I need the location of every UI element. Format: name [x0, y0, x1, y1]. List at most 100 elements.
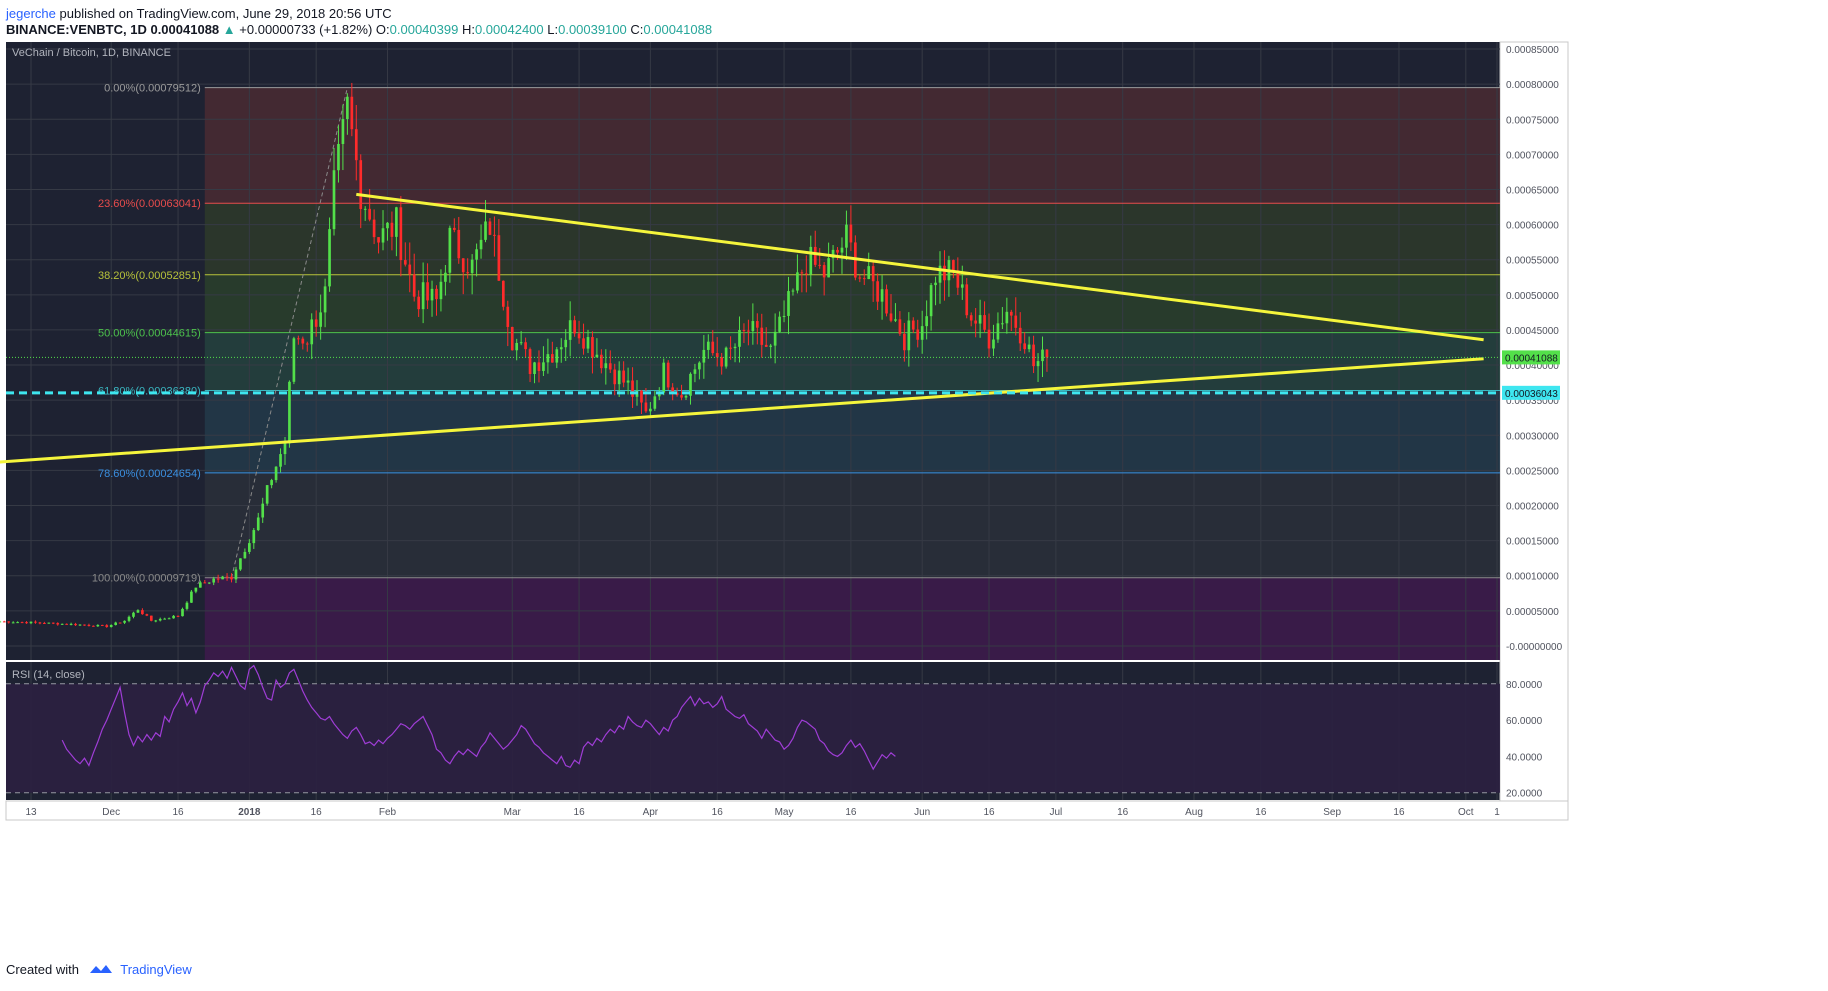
price-tick-label: 0.00045000 [1506, 326, 1559, 337]
candle [497, 219, 501, 281]
candle [25, 621, 28, 624]
tradingview-logo-icon [89, 963, 113, 978]
candle [439, 269, 443, 312]
candle-body [559, 347, 563, 350]
candle [662, 358, 666, 396]
candle-body [314, 319, 318, 327]
candle [190, 590, 193, 603]
rsi-title: RSI (14, close) [12, 669, 85, 681]
candle [56, 622, 60, 626]
candle-body [25, 622, 28, 624]
candle-body [622, 370, 625, 383]
candle [141, 608, 144, 615]
candle [328, 217, 331, 292]
candle-body [965, 284, 969, 316]
candle-body [787, 291, 790, 316]
candle-body [29, 621, 33, 624]
candle-body [533, 362, 536, 375]
candle-body [729, 347, 732, 349]
candle-body [354, 129, 358, 161]
candle-body [733, 346, 737, 349]
candle-body [662, 362, 666, 393]
trendline-upper[interactable] [356, 192, 1484, 342]
candle [978, 299, 982, 338]
candle [256, 512, 260, 532]
candle-body [20, 622, 24, 624]
author-link[interactable]: jegerche [6, 6, 56, 21]
candle [867, 252, 871, 280]
candle [573, 315, 576, 337]
candle-body [452, 227, 456, 230]
candle [118, 622, 122, 624]
candle [185, 601, 189, 611]
candle-body [764, 344, 768, 347]
candle-body [65, 623, 68, 625]
candle [542, 346, 545, 376]
last-price: 0.00041088 [150, 22, 220, 37]
candle-body [479, 239, 483, 250]
candle [680, 384, 683, 401]
candle-body [43, 622, 46, 624]
open-label: O: [375, 22, 390, 37]
candle [145, 613, 149, 617]
candle-body [190, 591, 193, 603]
candle [604, 349, 608, 385]
candle-body [952, 260, 955, 271]
candle [2, 620, 6, 623]
candle-body [1009, 311, 1013, 316]
candle-body [978, 315, 982, 324]
candle [149, 615, 153, 622]
candle [43, 621, 46, 624]
candle-body [279, 454, 282, 467]
candle [528, 347, 532, 383]
candle [493, 216, 496, 257]
price-tick-label: 0.00010000 [1506, 572, 1559, 583]
candle [996, 312, 1000, 343]
candle [698, 361, 701, 380]
candle [475, 243, 478, 277]
candle-body [430, 288, 434, 301]
candle-body [804, 273, 808, 275]
candle [666, 360, 670, 391]
fib-zone [204, 332, 1501, 391]
candle [519, 331, 523, 346]
candle-body [328, 229, 331, 287]
candle-body [751, 321, 755, 332]
candle-body [903, 333, 906, 351]
candle-body [132, 612, 135, 617]
candle-body [1023, 343, 1027, 350]
candle-body [889, 313, 893, 321]
candle-body [470, 259, 474, 274]
candle [448, 225, 452, 283]
trendline-lower[interactable] [0, 357, 1484, 464]
time-tick-label: 13 [25, 807, 37, 818]
candle [248, 539, 251, 555]
candle-body [573, 320, 576, 334]
tradingview-link[interactable]: TradingView [120, 962, 192, 977]
candle [929, 282, 933, 331]
candle-body [337, 143, 340, 171]
candle-body [283, 443, 287, 455]
candle [0, 620, 2, 623]
candle-body [960, 284, 964, 288]
candle [769, 343, 773, 359]
candle [479, 224, 483, 259]
candle-body [310, 319, 314, 345]
candle-body [350, 96, 354, 130]
candle-body [34, 621, 37, 623]
candle-body [689, 373, 692, 396]
candle [346, 93, 349, 135]
candle-body [288, 381, 291, 444]
candle [880, 275, 884, 320]
candle-body [519, 342, 523, 344]
candle [399, 195, 403, 277]
time-tick-label: 16 [1393, 807, 1405, 818]
candle-body [444, 272, 447, 282]
candle [207, 582, 211, 585]
candle [243, 548, 247, 559]
candle-body [435, 288, 438, 300]
candle [822, 262, 826, 296]
candle-body [880, 289, 884, 302]
candle [987, 313, 991, 358]
